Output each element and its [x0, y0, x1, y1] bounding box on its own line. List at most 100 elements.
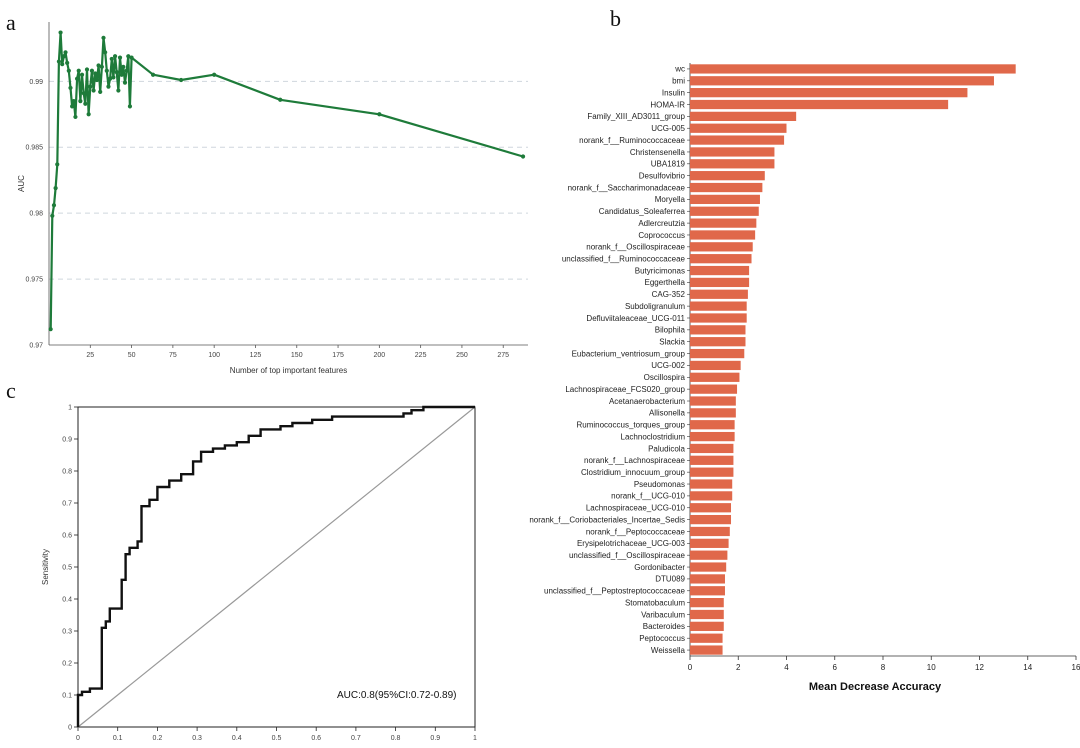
auc-point [179, 77, 184, 83]
bar-44 [690, 586, 725, 596]
auc-point [111, 75, 116, 80]
auc-point [93, 71, 98, 76]
auc-point [104, 68, 109, 73]
panel-a-auc-vs-features: 0.97 0.975 0.98 0.985 0.99 25 50 75 100 125 150 175… [17, 22, 528, 375]
bar-41 [690, 550, 728, 560]
x-tick-label-b: 16 [1072, 663, 1080, 672]
bar-9 [690, 171, 765, 181]
category-label-b: Moryella [655, 195, 686, 204]
auc-point [81, 91, 86, 96]
category-label-b: Defluviitaleaceae_UCG-011 [586, 314, 685, 323]
x-tick-label-c: 0.7 [351, 735, 361, 742]
category-label-b: Lachnoclostridium [621, 432, 686, 441]
bar-32 [690, 443, 734, 454]
auc-point [127, 104, 133, 109]
y-tick-label-a: 0.99 [29, 79, 43, 86]
x-tick-label-c: 0.1 [113, 735, 123, 742]
category-label-b: Subdoligranulum [625, 302, 685, 311]
category-label-b: norank_f__Ruminococcaceae [579, 136, 685, 145]
bar-13 [690, 218, 757, 228]
auc-point [74, 76, 80, 81]
y-tick-label-c: 0.3 [62, 629, 72, 636]
auc-point [48, 327, 53, 332]
bar-49 [690, 645, 723, 655]
x-tick-label-b: 12 [975, 663, 984, 672]
auc-point [103, 50, 108, 55]
category-label-b: norank_f__Oscillospiraceae [586, 243, 685, 252]
x-tick-label-c: 0.6 [311, 735, 321, 742]
auc-point [121, 64, 126, 69]
x-tick-label-a: 225 [415, 352, 427, 359]
category-label-b: unclassified_f__Peptostreptococcaceae [544, 587, 686, 596]
bar-15 [690, 242, 753, 252]
x-tick-label-a: 275 [497, 352, 509, 359]
y-tick-label-c: 0.9 [62, 437, 72, 444]
y-tick-label-c: 1 [68, 405, 72, 412]
x-tick-label-a: 250 [456, 352, 468, 359]
auc-point [377, 112, 382, 117]
x-tick-label-b: 4 [784, 663, 789, 672]
auc-point [124, 68, 129, 73]
bar-46 [690, 609, 724, 620]
auc-point [109, 56, 114, 62]
auc-point [53, 186, 58, 191]
y-tick-label-c: 0.2 [62, 661, 72, 668]
bar-24 [690, 348, 745, 359]
x-tick-label-a: 175 [332, 352, 344, 359]
category-label-b: Insulin [662, 88, 685, 97]
auc-point [129, 55, 134, 60]
bar-0 [690, 64, 1016, 74]
x-tick-label-c: 0.3 [192, 735, 202, 742]
panel-letter-b: b [610, 6, 621, 31]
category-label-b: Acetanaerobacterium [609, 397, 685, 406]
auc-point [116, 88, 121, 93]
y-tick-label-c: 0.4 [62, 597, 72, 604]
bar-6 [690, 135, 785, 145]
category-label-b: unclassified_f__Oscillospiraceae [569, 551, 686, 560]
auc-point [60, 62, 65, 67]
category-label-b: Desulfovibrio [639, 171, 686, 180]
bar-28 [690, 396, 736, 406]
bar-27 [690, 384, 738, 394]
category-label-b: Christensenella [630, 148, 686, 157]
auc-point [79, 72, 85, 77]
y-tick-label-a: 0.975 [25, 277, 43, 284]
auc-point [65, 60, 70, 65]
panel-letter-c: c [6, 378, 16, 403]
bar-47 [690, 621, 724, 631]
category-label-b: Ruminococcus_torques_group [576, 421, 685, 430]
x-tick-label-b: 10 [927, 663, 936, 672]
bar-33 [690, 455, 734, 465]
x-tick-label-c: 0 [76, 735, 80, 742]
x-tick-label-b: 8 [881, 663, 886, 672]
bar-1 [690, 76, 994, 86]
auc-point [61, 54, 66, 59]
bar-23 [690, 337, 746, 347]
x-tick-label-a: 200 [374, 352, 386, 359]
auc-point [78, 99, 83, 104]
auc-point [73, 114, 78, 120]
bar-42 [690, 562, 727, 572]
x-tick-label-a: 50 [128, 352, 136, 359]
auc-point [84, 67, 90, 72]
bar-19 [690, 289, 748, 299]
auc-point [101, 35, 106, 40]
reference-diagonal [77, 406, 476, 728]
bar-14 [690, 230, 756, 240]
category-label-b: bmi [672, 77, 685, 86]
bar-17 [690, 265, 750, 276]
category-label-b: Paludicola [648, 444, 685, 453]
bar-10 [690, 182, 763, 193]
y-tick-label-c: 0.8 [62, 469, 72, 476]
auc-point [89, 68, 95, 73]
category-label-b: Weissella [651, 646, 686, 655]
y-tick-label-c: 0.5 [62, 565, 72, 572]
x-tick-label-a: 125 [250, 352, 262, 359]
bar-22 [690, 325, 746, 335]
category-label-b: norank_f__Peptococcaceae [586, 527, 686, 536]
bar-2 [690, 88, 968, 98]
auc-point [98, 89, 103, 94]
y-tick-label-c: 0.6 [62, 533, 72, 540]
category-label-b: Erysipelotrichaceae_UCG-003 [577, 539, 686, 548]
